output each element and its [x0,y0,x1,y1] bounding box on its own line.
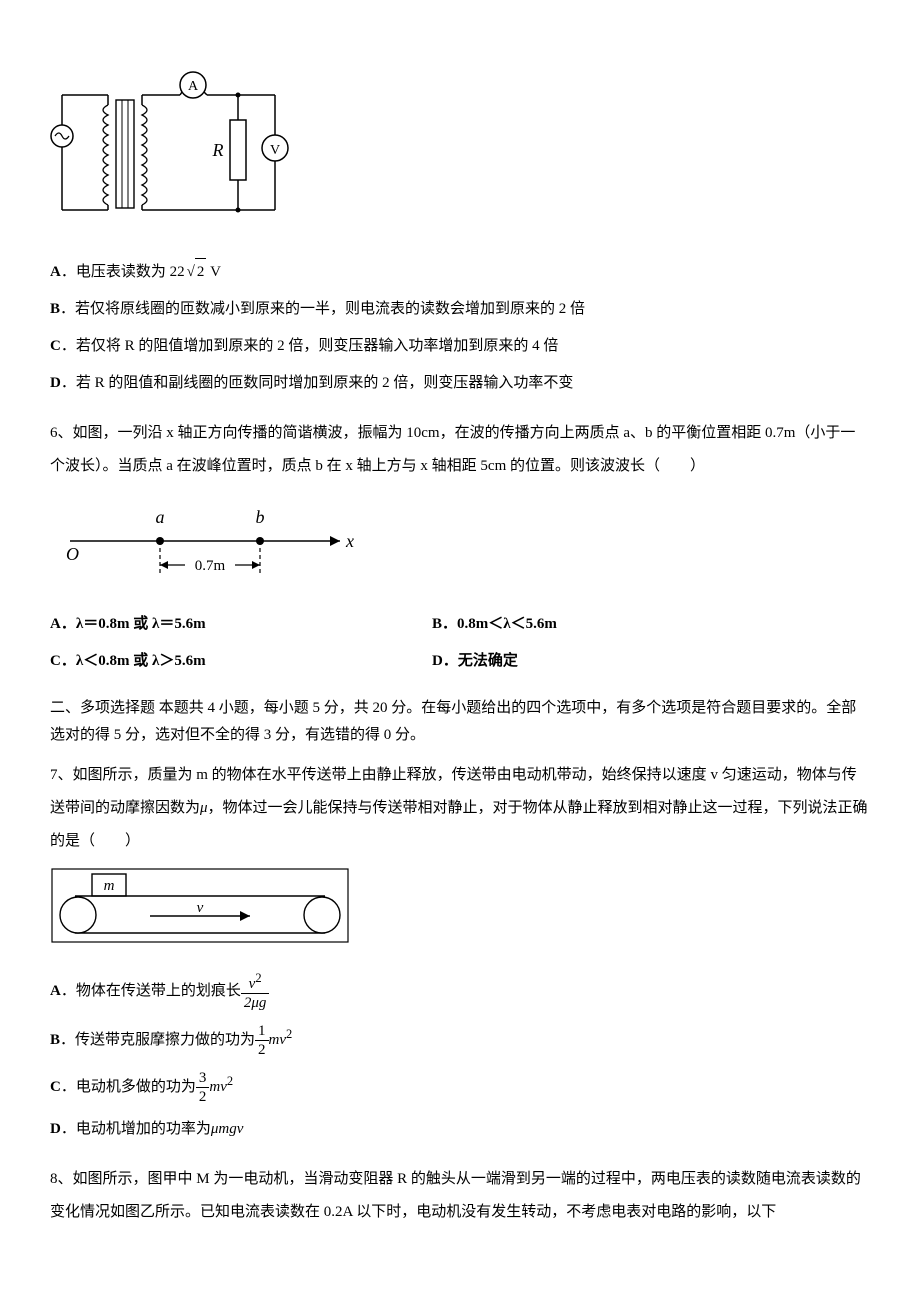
option-label: A [50,983,61,999]
option-text: ．λ＜0.8m 或 λ＞5.6m [61,653,206,669]
svg-text:a: a [156,507,165,527]
expr-label: μmgv [211,1121,244,1137]
q6-option-C: C．λ＜0.8m 或 λ＞5.6m [50,648,432,675]
option-label: A [50,264,61,280]
option-label: C [50,1079,61,1095]
q5-option-D: D．若 R 的阻值和副线圈的匝数同时增加到原来的 2 倍，则变压器输入功率不变 [50,370,870,397]
circuit-svg: A V R [50,70,290,230]
q7-number: 7、 [50,767,73,783]
option-text: ．传送带克服摩擦力做的功为 [60,1032,255,1048]
svg-text:m: m [104,878,115,894]
q6-option-D: D．无法确定 [432,648,812,675]
wave-diagram: O x a b 0.7m [50,493,870,593]
section-2-header: 二、多项选择题 本题共 4 小题，每小题 5 分，共 20 分。在每小题给出的四… [50,695,870,749]
option-label: D [50,1121,61,1137]
q6-stem-text: 如图，一列沿 x 轴正方向传播的简谐横波，振幅为 10cm，在波的传播方向上两质… [50,425,855,474]
q7-stem: 7、如图所示，质量为 m 的物体在水平传送带上由静止释放，传送带由电动机带动，始… [50,759,870,858]
sup-label: 2 [286,1027,292,1041]
mv-label: mv [209,1079,227,1095]
q7-option-B: B．传送带克服摩擦力做的功为12mv2 [50,1022,870,1059]
conveyor-svg: m v [50,868,350,943]
svg-text:x: x [345,531,354,551]
frac-num-sup: 2 [255,971,261,985]
option-label: C [50,338,61,354]
conveyor-diagram: m v [50,868,870,953]
q5-option-A: A．电压表读数为 22 2 V [50,258,870,286]
q7-option-A: A．物体在传送带上的划痕长v22μg [50,971,870,1012]
mv-label: mv [269,1032,287,1048]
q6-stem: 6、如图，一列沿 x 轴正方向传播的简谐横波，振幅为 10cm，在波的传播方向上… [50,417,870,483]
sqrt-value: 2 [195,258,207,286]
fraction-icon: 32 [196,1069,210,1106]
option-text: ．无法确定 [443,653,518,669]
q5-option-C: C．若仅将 R 的阻值增加到原来的 2 倍，则变压器输入功率增加到原来的 4 倍 [50,333,870,360]
option-text: ．0.8m＜λ＜5.6m [442,616,557,632]
circuit-diagram: A V R [50,70,870,240]
svg-text:v: v [197,900,204,916]
frac-num: 3 [196,1069,210,1088]
q7-option-D: D．电动机增加的功率为μmgv [50,1116,870,1143]
q6-option-B: B．0.8m＜λ＜5.6m [432,611,812,638]
frac-den: 2 [196,1088,210,1106]
svg-text:A: A [188,79,199,94]
option-text: ．若 R 的阻值和副线圈的匝数同时增加到原来的 2 倍，则变压器输入功率不变 [61,375,574,391]
svg-text:O: O [66,544,79,564]
q6-options-row2: C．λ＜0.8m 或 λ＞5.6m D．无法确定 [50,648,870,675]
option-label: B [50,301,60,317]
option-label: B [432,616,442,632]
svg-text:V: V [270,143,280,158]
option-text: ．若仅将 R 的阻值增加到原来的 2 倍，则变压器输入功率增加到原来的 4 倍 [61,338,559,354]
sup-label: 2 [227,1074,233,1088]
option-text: ．物体在传送带上的划痕长 [61,983,241,999]
section-2-title: 二、多项选择题 本题共 4 小题，每小题 5 分，共 20 分。在每小题给出的四… [50,700,856,743]
question-5-block: A V R A．电压表读数为 222 V B．若仅将原线圈的匝数减小到原来的一半… [50,70,870,397]
q6-options-row1: A．λ＝0.8m 或 λ＝5.6m B．0.8m＜λ＜5.6m [50,611,870,638]
option-suffix: V [206,264,221,280]
question-8-block: 8、如图所示，图甲中 M 为一电动机，当滑动变阻器 R 的触头从一端滑到另一端的… [50,1163,870,1229]
wave-svg: O x a b 0.7m [50,493,370,583]
question-6-block: 6、如图，一列沿 x 轴正方向传播的简谐横波，振幅为 10cm，在波的传播方向上… [50,417,870,675]
option-label: B [50,1032,60,1048]
frac-num: 1 [255,1022,269,1041]
q7-option-C: C．电动机多做的功为32mv2 [50,1069,870,1106]
option-text: ．电压表读数为 22 [61,264,185,280]
option-text: ．若仅将原线圈的匝数减小到原来的一半，则电流表的读数会增加到原来的 2 倍 [60,301,585,317]
q7-mu: μ [200,800,208,816]
q6-number: 6、 [50,425,73,441]
q5-option-B: B．若仅将原线圈的匝数减小到原来的一半，则电流表的读数会增加到原来的 2 倍 [50,296,870,323]
option-text: ．电动机增加的功率为 [61,1121,211,1137]
option-text: ．λ＝0.8m 或 λ＝5.6m [61,616,206,632]
svg-text:0.7m: 0.7m [195,558,226,574]
option-label: C [50,653,61,669]
option-label: A [50,616,61,632]
option-label: D [432,653,443,669]
option-text: ．电动机多做的功为 [61,1079,196,1095]
frac-den: 2μg [241,994,270,1012]
q8-stem: 8、如图所示，图甲中 M 为一电动机，当滑动变阻器 R 的触头从一端滑到另一端的… [50,1163,870,1229]
option-label: D [50,375,61,391]
frac-den: 2 [255,1041,269,1059]
question-7-block: 7、如图所示，质量为 m 的物体在水平传送带上由静止释放，传送带由电动机带动，始… [50,759,870,1143]
svg-text:b: b [256,507,265,527]
q8-stem-text: 如图所示，图甲中 M 为一电动机，当滑动变阻器 R 的触头从一端滑到另一端的过程… [50,1171,861,1220]
q6-option-A: A．λ＝0.8m 或 λ＝5.6m [50,611,432,638]
sqrt-icon: 2 [185,258,207,286]
fraction-icon: v22μg [241,971,270,1012]
fraction-icon: 12 [255,1022,269,1059]
svg-text:R: R [212,140,224,160]
q8-number: 8、 [50,1171,73,1187]
